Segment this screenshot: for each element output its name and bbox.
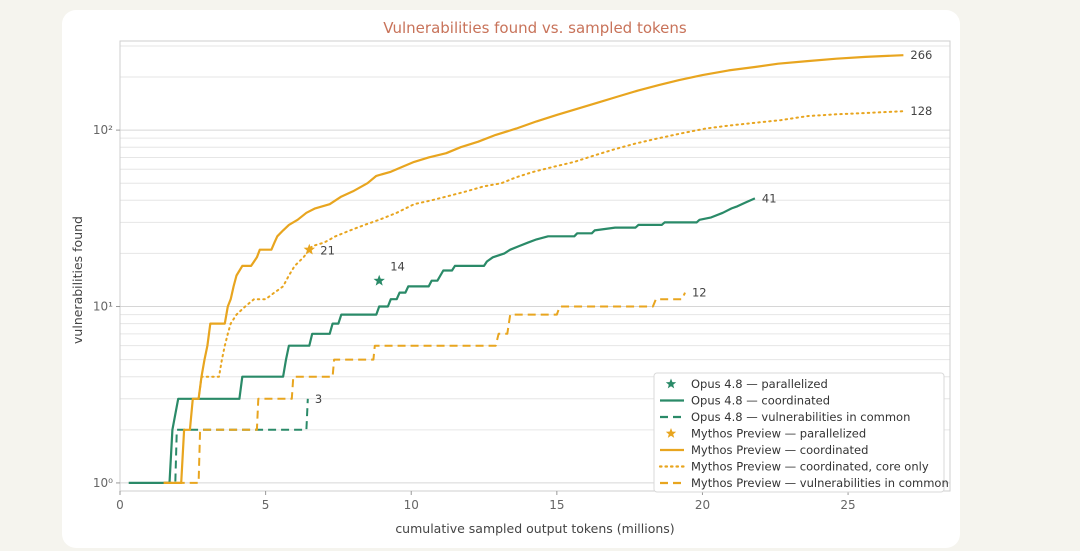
x-tick-label: 0 [116,498,124,512]
legend-entry-label: Opus 4.8 — vulnerabilities in common [691,410,910,424]
x-tick-label: 10 [404,498,419,512]
legend-entry-label: Mythos Preview — coordinated [691,443,868,457]
x-tick-label: 25 [840,498,855,512]
legend-star-icon [665,428,677,438]
x-tick-label: 20 [695,498,710,512]
x-tick-label: 15 [549,498,564,512]
legend-star-icon [665,378,677,389]
plot-frame [119,40,951,492]
series-4-line [163,54,904,484]
series-3-end-label: 21 [320,244,335,258]
series-5-end-label: 128 [910,104,932,118]
series-1-line [128,197,756,484]
series-1-end-label: 41 [762,191,777,205]
series-6-end-label: 12 [692,286,707,300]
legend-entry-label: Mythos Preview — coordinated, core only [691,460,929,474]
legend-entry-label: Opus 4.8 — coordinated [691,394,830,408]
series-2-end-label: 3 [315,392,322,406]
y-tick-label: 10⁰ [93,476,113,490]
chart-title: Vulnerabilities found vs. sampled tokens [383,19,687,37]
x-axis-label: cumulative sampled output tokens (millio… [395,521,674,536]
series-0-star-marker [373,274,385,286]
y-tick-label: 10¹ [93,300,113,314]
series-6-line [163,292,686,484]
chart-card: 0 5 10 15 20 25 10⁰ 10¹ 10² Vulnerabilities found… [62,10,960,548]
y-tick-label: 10² [93,123,113,137]
y-axis-label: vulnerabilities found [70,216,85,344]
series-5-line [197,110,905,400]
series-0-end-label: 14 [390,260,405,274]
chart-svg: 0 5 10 15 20 25 10⁰ 10¹ 10² Vulnerabilities found… [70,19,951,536]
legend-entry-label: Mythos Preview — parallelized [691,427,866,441]
series-4-end-label: 266 [910,48,932,62]
series-3-star-marker [303,243,315,255]
legend-box [653,372,945,493]
legend-entry-label: Mythos Preview — vulnerabilities in comm… [691,476,949,490]
x-tick-label: 5 [262,498,270,512]
legend-entry-label: Opus 4.8 — parallelized [691,377,828,391]
